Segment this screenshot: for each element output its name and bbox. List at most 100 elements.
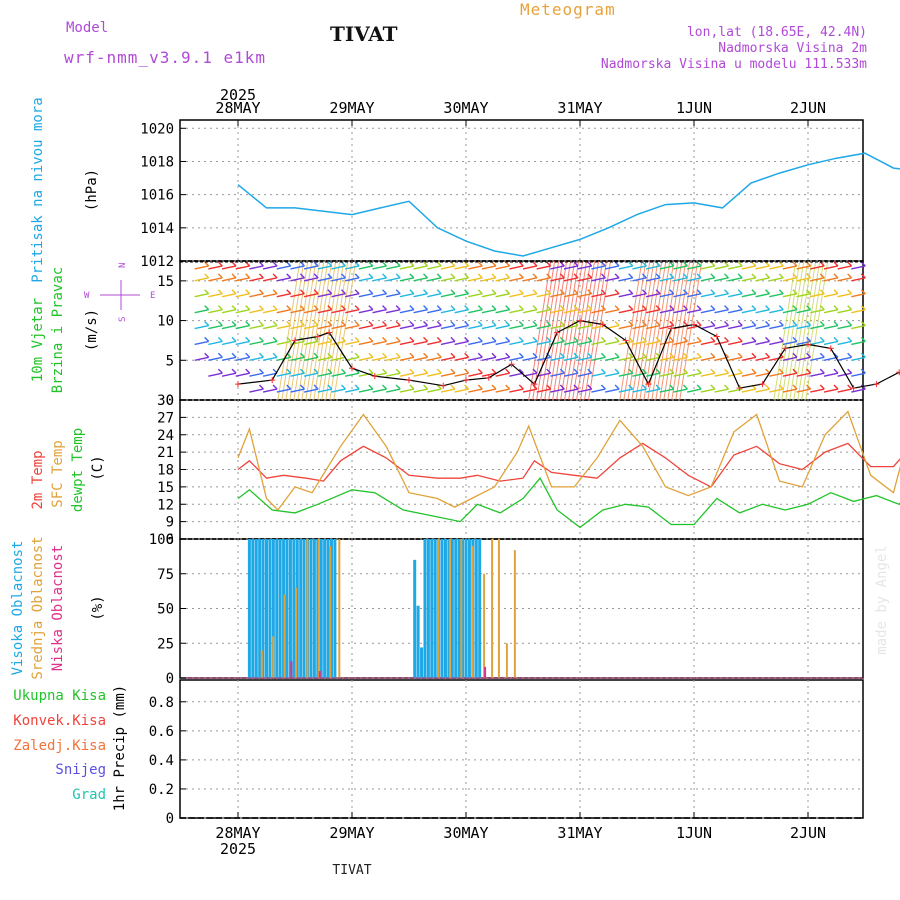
wind-barb-head [368,321,374,327]
wind-barb-head [765,368,771,374]
wind-barb-head [682,336,688,342]
wind-barb [386,265,401,270]
wind-barb [372,324,387,330]
wind-barb [509,308,524,314]
wind-barb-head [258,289,264,295]
high-cloud-bar [323,539,327,678]
mid-cloud-bar [505,643,508,678]
temp-2m-line [237,442,900,488]
wind-hatch-stroke [588,260,612,401]
wind-barb-head [409,289,415,295]
wind-barb [755,265,770,270]
high-cloud-bar [258,539,262,678]
wind-barb-head [751,289,757,295]
wind-barb [577,277,592,282]
wind-barb [810,324,825,330]
wind-barb [823,308,839,314]
wind-barb-head [354,321,360,327]
wind-barb [810,388,825,393]
wind-barb-head [409,261,415,267]
wind-barb [673,372,688,377]
wind-barb-head [409,305,415,311]
wind-barb-head [669,289,675,295]
wind-barb-head [737,261,743,267]
wind-barb [741,356,757,361]
wind-barb [290,388,305,393]
wind-barb [481,324,497,330]
wind-barb-head [436,352,442,358]
wind-barb-head [737,321,743,327]
wind-barb [290,356,305,361]
wind-barb-head [258,336,264,342]
wind-barb-head [354,384,360,390]
wind-barb [413,293,428,298]
wind-barb-head [628,352,634,358]
wind-barb-head [806,273,812,279]
wind-barb-head [423,368,429,374]
wind-barb-head [628,289,634,295]
wind-barb-head [258,352,264,358]
wind-barb-head [778,336,784,342]
wind-barb-head [340,336,346,342]
wind-barb-head [819,305,825,311]
wind-barb [604,388,620,393]
wind-barb [618,388,633,393]
wind-gust-marker [314,333,321,340]
wind-barb [522,388,538,393]
wind-barb [194,340,209,346]
wind-barb-head [217,336,223,342]
wind-barb-head [724,352,730,358]
wind-barb-head [368,305,374,311]
wind-barb-head [847,261,853,267]
wind-barb [536,265,551,270]
wind-barb [796,324,811,330]
wind-barb [235,265,250,270]
wind-barb-head [587,261,593,267]
wind-barb [577,340,592,346]
wind-barb [495,277,510,282]
wind-barb [303,265,319,270]
wind-hatch-stroke [619,260,643,401]
precip-unit: 1hr Precip (mm) [112,685,128,811]
mid-cloud-bar [491,539,494,678]
wind-barb-head [696,273,702,279]
wind-barb-head [751,273,757,279]
wind-barb-head [450,352,456,358]
wind-hatch-stroke [285,260,309,401]
top-day-label: 30MAY [443,99,488,117]
wind-barb [331,324,346,330]
y-tick-label: 50 [157,602,174,618]
wind-barb-head [232,385,236,389]
wind-barb [755,356,770,361]
wind-barb-head [505,352,511,358]
wind-barb [413,372,428,377]
high-cloud-bar [275,539,279,678]
wind-barb [222,389,236,392]
wind-barb [208,389,222,392]
wind-barb-head [450,368,456,374]
wind-barb [331,388,346,393]
wind-barb [509,356,524,361]
wind-barb-head [245,289,251,295]
wind-barb-head [833,261,839,267]
wind-barb [481,340,497,346]
wind-hatch-stroke [544,260,568,401]
wind-barb [687,308,702,314]
wind-barb [673,388,688,393]
wind-hatch-stroke [548,260,572,401]
wind-barb [262,356,278,361]
wind-barb [303,388,319,393]
wind-barb-head [847,368,853,374]
wind-barb [468,324,483,330]
y-tick-label: 1020 [140,121,174,137]
wind-hatch-stroke [663,260,687,401]
wind-barb [495,308,510,314]
wind-barb-head [218,385,222,389]
wind-barb [509,324,524,330]
wind-gust-marker [531,381,538,388]
wind-gust-marker [371,373,378,380]
wind-barb [782,388,798,393]
wind-barb-head [682,321,688,327]
wind-barb [632,388,647,393]
wind-barb [823,372,839,377]
